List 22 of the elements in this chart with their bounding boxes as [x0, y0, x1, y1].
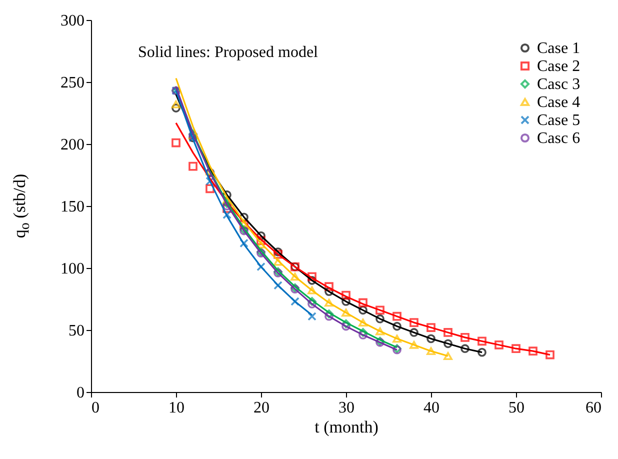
- legend-label: Case 1: [537, 40, 580, 57]
- x-tick-label: 30: [338, 400, 354, 416]
- annotation: Solid lines: Proposed model: [138, 44, 319, 61]
- x-tick-label: 0: [92, 400, 100, 416]
- y-tick-label: 100: [60, 260, 84, 278]
- x-axis-title: t (month): [314, 418, 378, 436]
- y-tick-label: 0: [76, 384, 84, 402]
- x-tick-label: 50: [508, 400, 524, 416]
- legend-label: Case 2: [537, 58, 580, 75]
- y-tick-label: 300: [60, 12, 84, 30]
- y-tick-label: 250: [60, 74, 84, 92]
- legend-label: Casc 6: [537, 130, 580, 147]
- x-tick-label: 40: [424, 400, 440, 416]
- y-tick-label: 50: [68, 322, 84, 340]
- x-tick-label: 60: [586, 400, 602, 416]
- x-tick-label: 10: [168, 400, 184, 416]
- y-tick-label: 150: [60, 198, 84, 216]
- legend-label: Casc 3: [537, 76, 580, 93]
- x-tick-label: 20: [254, 400, 270, 416]
- legend-label: Case 5: [537, 112, 580, 129]
- legend-label: Case 4: [537, 94, 580, 111]
- y-tick-label: 200: [60, 136, 84, 154]
